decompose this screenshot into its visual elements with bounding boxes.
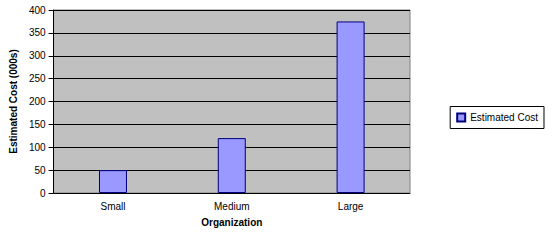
- svg-text:100: 100: [29, 142, 46, 153]
- svg-text:300: 300: [29, 50, 46, 61]
- svg-text:250: 250: [29, 73, 46, 84]
- svg-text:Estimated Cost (000s): Estimated Cost (000s): [8, 49, 19, 153]
- svg-text:50: 50: [34, 165, 46, 176]
- svg-text:Small: Small: [100, 201, 125, 212]
- svg-text:0: 0: [40, 188, 46, 199]
- svg-text:Estimated Cost: Estimated Cost: [470, 112, 538, 123]
- svg-text:Organization: Organization: [201, 217, 262, 228]
- svg-text:Large: Large: [338, 201, 364, 212]
- svg-text:150: 150: [29, 119, 46, 130]
- svg-text:400: 400: [29, 5, 46, 16]
- svg-text:200: 200: [29, 96, 46, 107]
- svg-text:Medium: Medium: [214, 201, 250, 212]
- svg-text:350: 350: [29, 27, 46, 38]
